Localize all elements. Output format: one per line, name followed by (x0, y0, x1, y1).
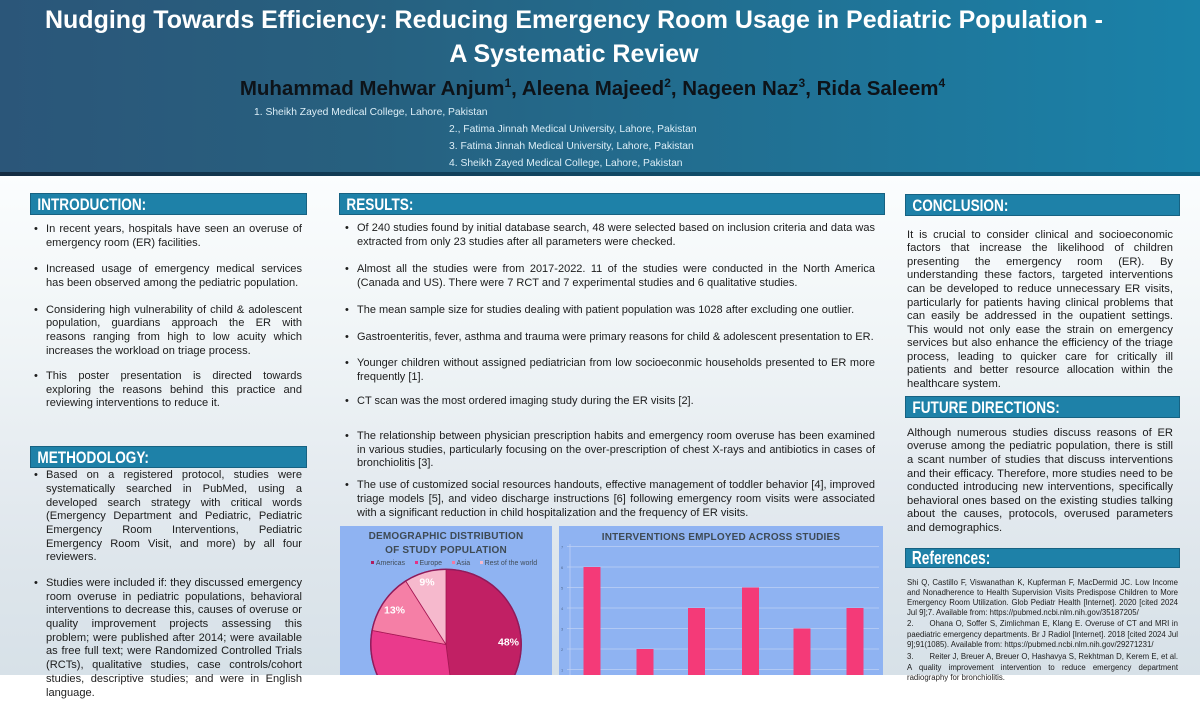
svg-text:6: 6 (561, 565, 564, 570)
svg-text:9%: 9% (419, 577, 435, 589)
svg-text:3: 3 (561, 627, 564, 632)
svg-text:1: 1 (561, 668, 564, 673)
svg-text:5: 5 (561, 586, 564, 591)
svg-text:13%: 13% (384, 605, 406, 617)
svg-text:2: 2 (561, 647, 564, 652)
svg-text:7: 7 (561, 545, 564, 550)
svg-text:4: 4 (561, 606, 564, 611)
svg-text:48%: 48% (498, 637, 520, 649)
